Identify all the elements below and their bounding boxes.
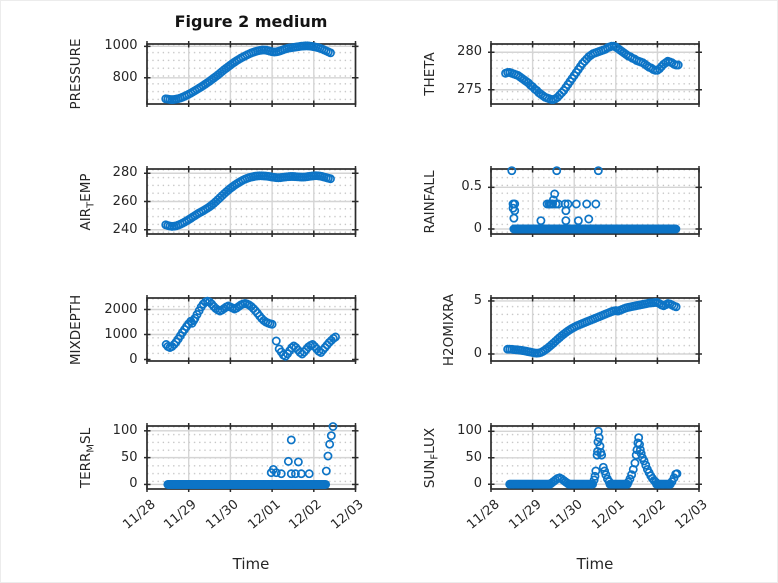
tick-marks [143, 166, 358, 237]
plot-area-airtemp [143, 166, 358, 237]
plot-area-h2omixra [488, 295, 702, 364]
ylabel-rainfall: RAINFALL [422, 170, 439, 233]
series-h2omixra [503, 298, 681, 358]
x-tick-label: 12/03 [672, 497, 711, 533]
y-tick-label-sunflux: 0 [473, 476, 482, 492]
ylabel-h2omixra: H2OMIXRA [440, 293, 457, 366]
plot-area-sunflux [488, 423, 702, 492]
plot-area-theta [488, 41, 702, 107]
x-tick-label: 12/03 [328, 497, 367, 533]
series-sunflux [505, 426, 682, 489]
y-tick-label-rainfall: 0.5 [461, 179, 482, 195]
series-airtemp [160, 171, 335, 231]
xlabel-time-right: Time [576, 555, 614, 573]
y-tick-label-pressure: 1000 [104, 38, 138, 54]
ylabel-terrmsl: TERRMSL [77, 427, 97, 488]
x-tick-label: 11/28 [119, 497, 159, 533]
y-tick-label-h2omixra: 0 [473, 346, 482, 361]
x-tick-label: 11/29 [161, 497, 200, 533]
y-tick-label-airtemp: 240 [112, 221, 138, 237]
x-tick-label: 11/28 [464, 497, 503, 533]
tick-marks [143, 295, 358, 364]
x-tick-label: 11/30 [547, 497, 586, 533]
y-tick-label-theta: 280 [457, 44, 482, 60]
y-tick-label-h2omixra: 5 [473, 292, 482, 308]
x-tick-label: 11/29 [505, 497, 545, 533]
axes-box [490, 43, 700, 105]
series-terrmsl [162, 422, 337, 489]
axes-box [145, 43, 356, 105]
tick-marks [143, 41, 358, 107]
axes-box [490, 297, 700, 362]
plot-area-rainfall [488, 166, 702, 237]
tick-marks [488, 166, 702, 237]
x-tick-label: 12/02 [630, 497, 670, 533]
x-tick-label: 11/30 [203, 497, 242, 533]
y-tick-label-terrmsl: 100 [112, 422, 138, 438]
y-tick-label-mixdepth: 0 [129, 351, 138, 367]
axes-box [145, 297, 356, 362]
x-tick-label: 12/01 [589, 497, 628, 533]
plot-area-mixdepth [143, 295, 358, 364]
y-tick-label-airtemp: 260 [112, 193, 138, 209]
ylabel-sunflux: SUNFLUX [422, 427, 441, 488]
y-tick-label-sunflux: 50 [465, 449, 482, 465]
y-tick-label-terrmsl: 0 [129, 476, 138, 492]
y-tick-label-mixdepth: 2000 [104, 301, 138, 317]
series-mixdepth [161, 296, 340, 361]
y-tick-label-airtemp: 280 [112, 165, 138, 181]
y-tick-label-pressure: 800 [112, 69, 138, 85]
x-tick-label: 12/02 [286, 497, 325, 533]
x-tick-label: 12/01 [244, 497, 284, 533]
y-tick-label-mixdepth: 1000 [104, 326, 138, 342]
y-tick-label-sunflux: 100 [457, 423, 482, 439]
y-tick-label-theta: 275 [457, 81, 482, 97]
xlabel-time-left: Time [232, 555, 270, 573]
figure-title: Figure 2 medium [174, 12, 328, 31]
y-tick-label-rainfall: 0 [473, 221, 482, 236]
series-pressure [160, 41, 335, 105]
series-theta [501, 41, 683, 104]
series-rainfall [507, 166, 681, 234]
plot-area-terrmsl [143, 422, 358, 492]
tick-marks [488, 423, 702, 492]
plot-area-pressure [143, 41, 358, 107]
y-tick-label-terrmsl: 50 [120, 449, 138, 465]
